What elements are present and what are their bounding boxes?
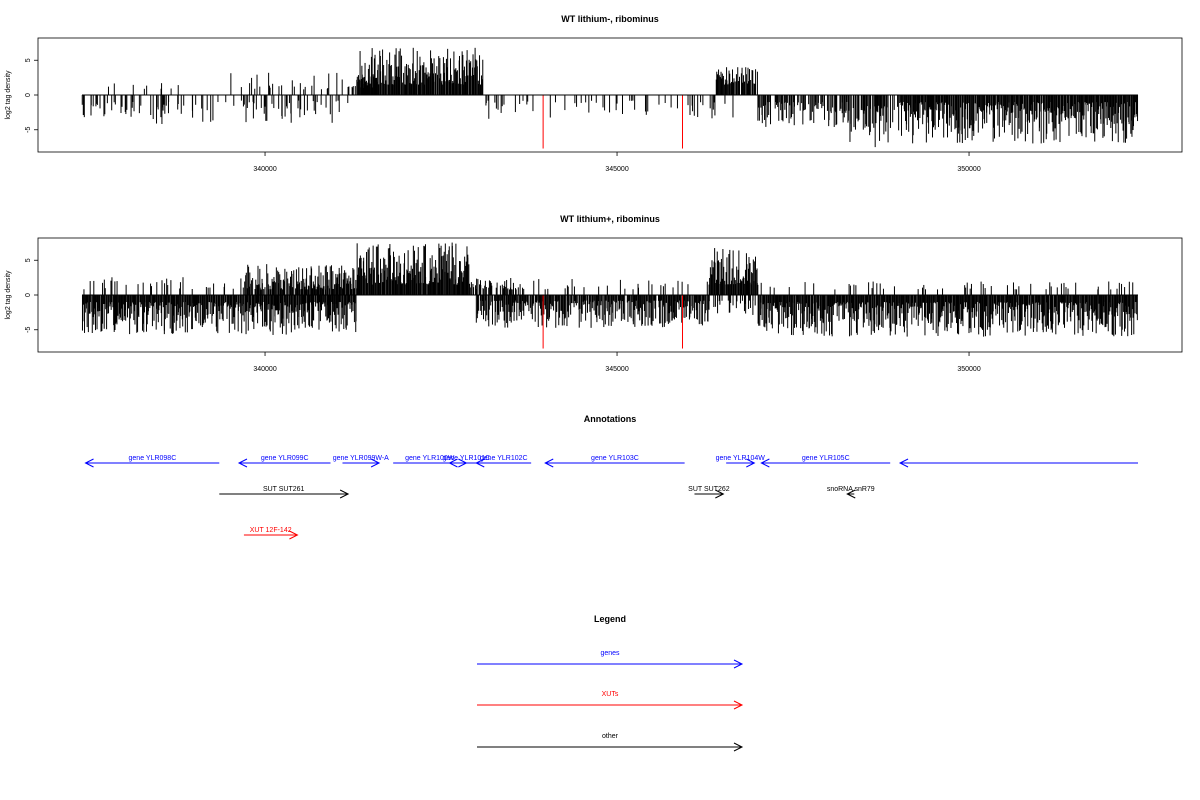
legend-entry-xut: XUTs [477,691,744,710]
annotations-title: Annotations [584,414,637,424]
feature-label: SUT SUT262 [688,486,730,493]
feature-arrowhead [84,458,94,468]
x-tick-label: 350000 [957,366,980,373]
feature-arrowhead [339,489,350,499]
feature-gene: gene YLR102C [475,455,532,468]
y-axis-label: log2 tag density [5,270,12,320]
feature-arrowhead [544,458,554,468]
feature-arrowhead [715,489,725,499]
feature-gene [898,458,1138,468]
feature-other: snoRNA snR79 [827,486,875,499]
feature-arrowhead [760,458,770,468]
legend-arrowhead [733,700,744,710]
feature-arrowhead [846,489,856,499]
feature-arrowhead [237,458,248,468]
feature-arrowhead [448,458,458,468]
density-bars [81,47,1139,149]
y-tick-label: 5 [25,58,32,62]
annotations-panel: Annotations gene YLR098C gene YLR099C gene … [84,414,1138,540]
feature-gene: gene YLR104W [716,455,766,468]
chart-title: WT lithium+, ribominus [560,214,660,224]
y-tick-label: -5 [25,127,32,133]
feature-other: SUT SUT262 [688,486,730,499]
legend-panel: Legend genes XUTs other [477,614,744,752]
feature-label: gene YLR102C [480,455,528,462]
feature-label: SUT SUT261 [263,486,305,493]
legend-entry-other: other [477,733,744,752]
feature-gene: gene YLR098C [84,455,220,468]
chart-title: WT lithium-, ribominus [561,14,659,24]
density-bars [81,242,1138,349]
feature-label: gene YLR103C [591,455,639,462]
feature-gene: gene YLR103C [544,455,685,468]
feature-arrowhead [746,458,756,468]
feature-label: gene YLR098C [129,455,177,462]
legend-label: XUTs [602,691,619,698]
legend-arrowhead [733,742,744,752]
x-tick-label: 350000 [957,166,980,173]
feature-label: gene YLR100W [405,455,455,462]
density-panel-1: WT lithium-, ribominus -5 0 5 log2 tag densi… [5,14,1183,173]
legend-label: genes [600,650,620,657]
feature-arrowhead [898,458,909,468]
y-tick-label: 0 [25,93,32,97]
feature-gene: gene YLR099W-A [333,455,389,468]
feature-arrowhead [289,530,299,540]
feature-label: gene YLR099C [261,455,309,462]
feature-label: gene YLR099W-A [333,455,389,462]
feature-arrowhead [475,458,485,468]
density-panel-2: WT lithium+, ribominus -5 0 5 log2 tag densi… [5,214,1183,373]
feature-label: XUT 12F-142 [250,527,292,534]
feature-other: SUT SUT261 [219,486,350,499]
feature-gene: gene YLR105C [760,455,891,468]
x-tick-label: 340000 [253,366,276,373]
y-tick-label: 5 [25,258,32,262]
y-tick-label: 0 [25,293,32,297]
feature-xut: XUT 12F-142 [243,527,299,540]
x-tick-label: 340000 [253,166,276,173]
feature-label: snoRNA snR79 [827,486,875,493]
legend-arrowhead [733,659,744,669]
legend-title: Legend [594,614,626,624]
feature-label: gene YLR104W [716,455,766,462]
feature-gene: gene YLR099C [237,455,331,468]
legend-entry-gene: genes [477,650,744,669]
feature-label: gene YLR105C [802,455,850,462]
feature-label: gene YLR101C [443,455,491,462]
x-tick-label: 345000 [605,366,628,373]
feature-arrowhead [370,458,381,468]
x-tick-label: 345000 [605,166,628,173]
y-tick-label: -5 [25,327,32,333]
y-axis-label: log2 tag density [5,70,12,120]
legend-label: other [602,733,619,740]
